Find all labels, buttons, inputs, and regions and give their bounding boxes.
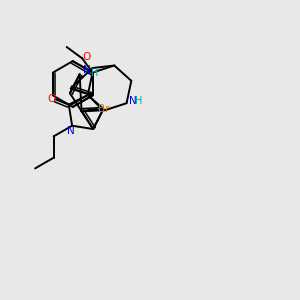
Text: H: H — [91, 68, 99, 78]
Text: O: O — [82, 52, 91, 61]
Text: O: O — [48, 94, 56, 104]
Text: N: N — [83, 64, 91, 74]
Text: N: N — [67, 126, 75, 136]
Text: Br: Br — [98, 104, 109, 114]
Text: N: N — [129, 96, 136, 106]
Text: H: H — [135, 96, 143, 106]
